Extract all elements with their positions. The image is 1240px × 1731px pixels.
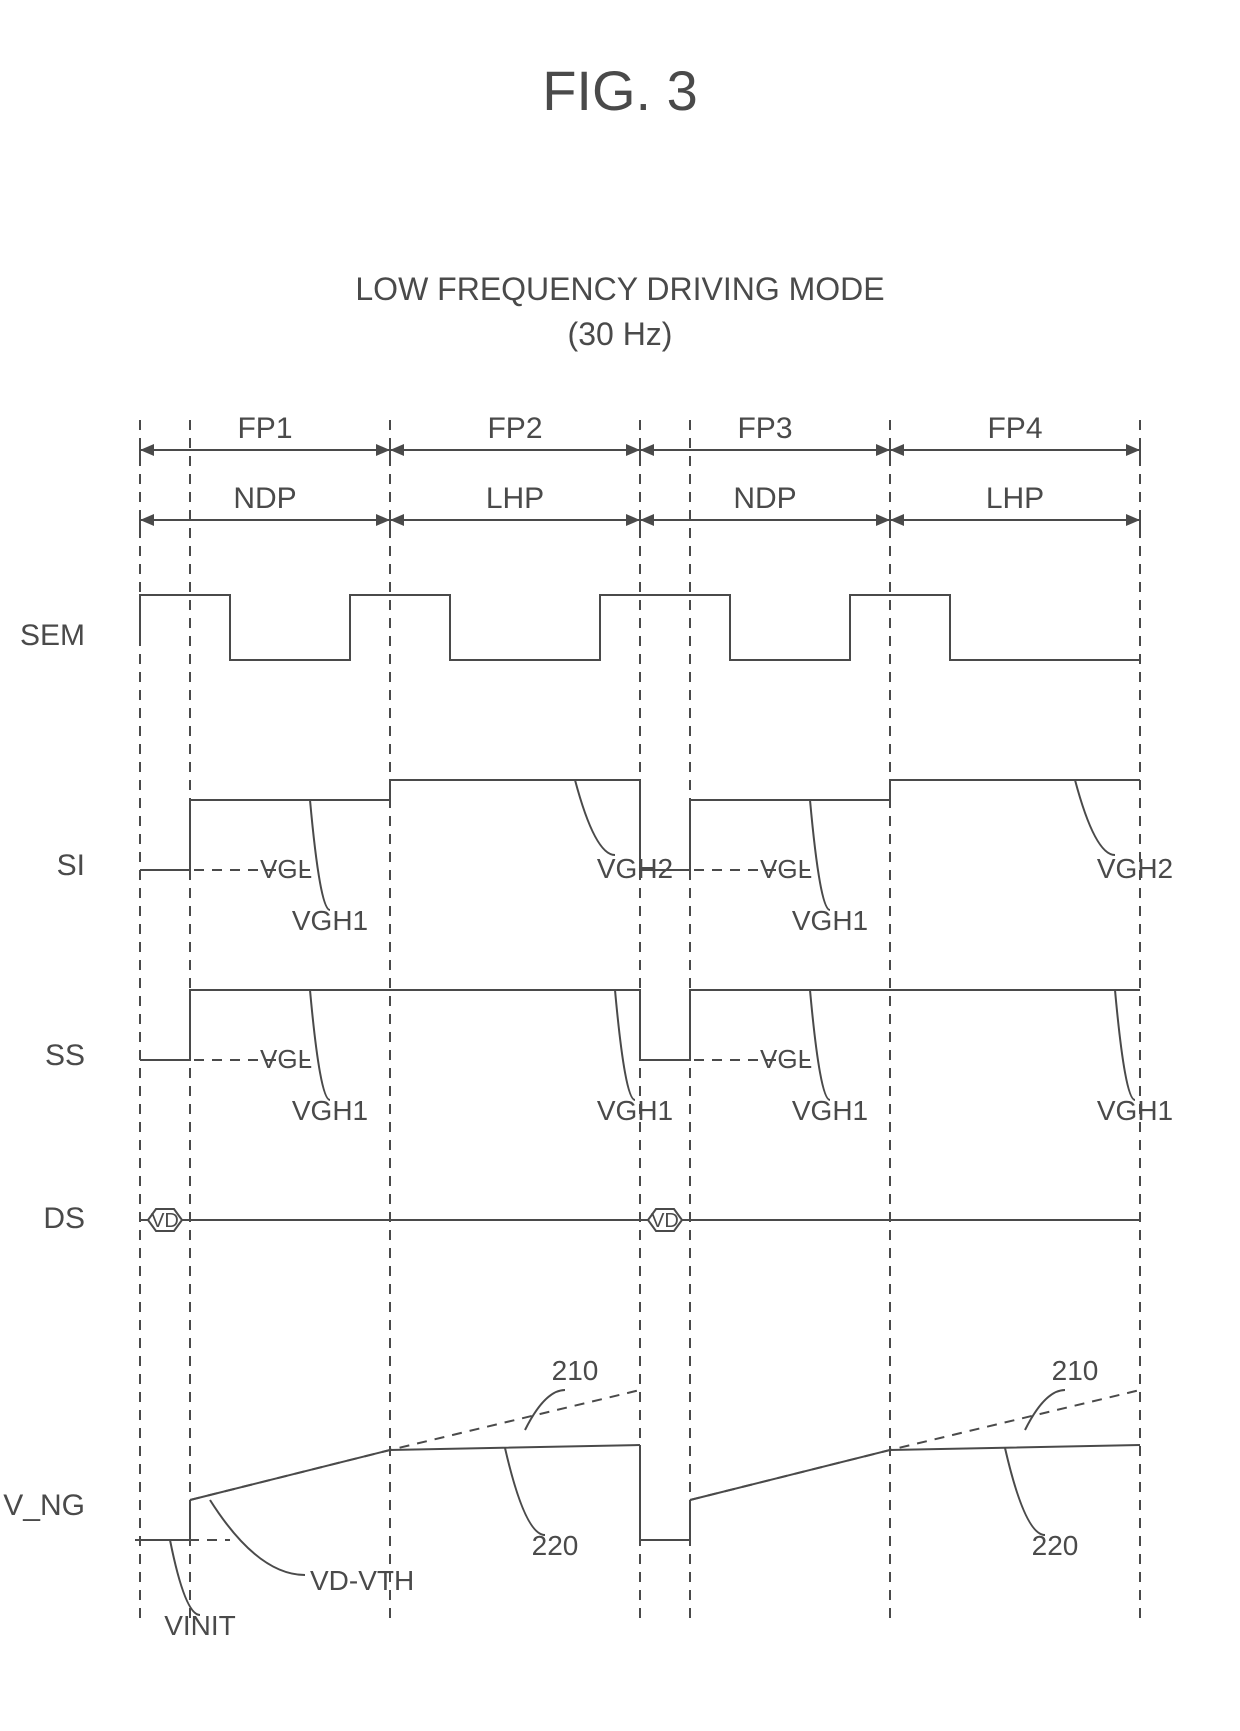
svg-text:VGL: VGL bbox=[760, 1044, 812, 1074]
svg-text:220: 220 bbox=[532, 1530, 579, 1561]
svg-text:(30 Hz): (30 Hz) bbox=[568, 316, 673, 352]
svg-text:LHP: LHP bbox=[986, 482, 1044, 515]
svg-text:LHP: LHP bbox=[486, 482, 544, 515]
svg-text:SS: SS bbox=[45, 1039, 85, 1072]
svg-text:LOW FREQUENCY DRIVING MODE: LOW FREQUENCY DRIVING MODE bbox=[355, 271, 884, 307]
svg-text:VGH2: VGH2 bbox=[1097, 853, 1173, 884]
svg-text:210: 210 bbox=[552, 1355, 599, 1386]
svg-text:VGL: VGL bbox=[260, 854, 312, 884]
svg-text:FP1: FP1 bbox=[237, 412, 292, 445]
svg-text:DS: DS bbox=[43, 1202, 85, 1235]
svg-text:SEM: SEM bbox=[20, 619, 85, 652]
svg-text:VD-VTH: VD-VTH bbox=[310, 1565, 414, 1596]
svg-text:210: 210 bbox=[1052, 1355, 1099, 1386]
svg-text:VGL: VGL bbox=[260, 1044, 312, 1074]
svg-text:VD: VD bbox=[651, 1210, 679, 1232]
svg-text:SI: SI bbox=[57, 849, 85, 882]
svg-text:FP2: FP2 bbox=[487, 412, 542, 445]
svg-text:NDP: NDP bbox=[233, 482, 296, 515]
svg-text:VGL: VGL bbox=[760, 854, 812, 884]
svg-text:VGH2: VGH2 bbox=[597, 853, 673, 884]
svg-text:FP4: FP4 bbox=[987, 412, 1042, 445]
svg-text:220: 220 bbox=[1032, 1530, 1079, 1561]
svg-text:FP3: FP3 bbox=[737, 412, 792, 445]
svg-text:VD: VD bbox=[151, 1210, 179, 1232]
svg-text:NDP: NDP bbox=[733, 482, 796, 515]
svg-text:FIG. 3: FIG. 3 bbox=[542, 59, 698, 122]
svg-text:V_NG: V_NG bbox=[3, 1489, 85, 1522]
timing-diagram: FIG. 3 LOW FREQUENCY DRIVING MODE (30 Hz) F… bbox=[0, 0, 1240, 1731]
